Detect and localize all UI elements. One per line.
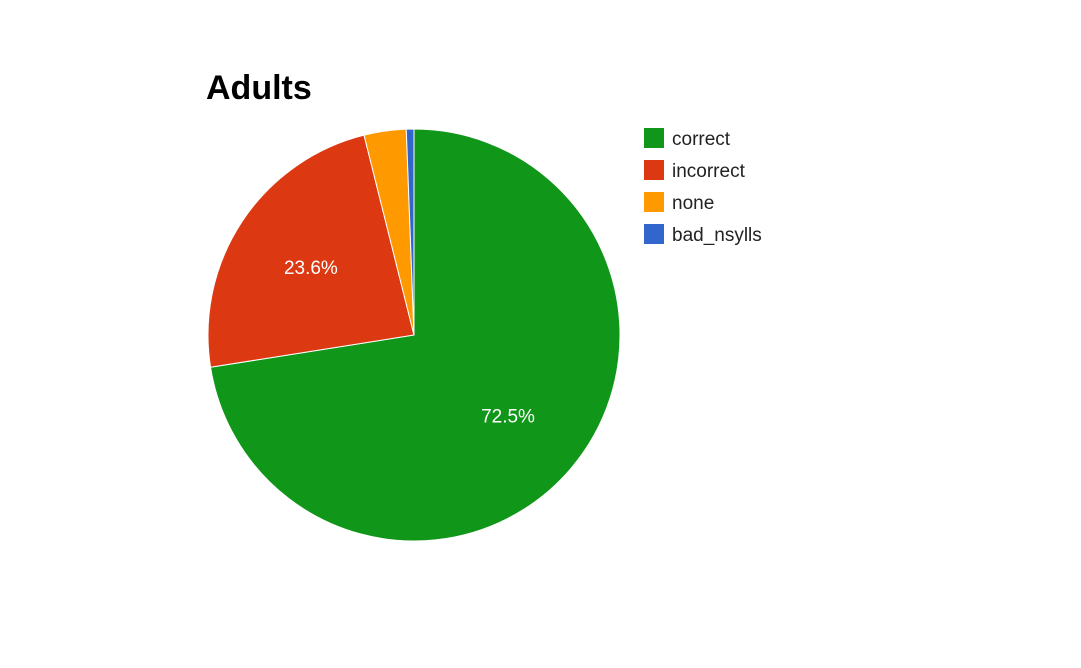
legend-label-bad-nsylls: bad_nsylls [672,225,762,246]
pie-slices [208,129,620,541]
legend: correct incorrect none bad_nsylls [644,128,762,246]
legend-label-none: none [672,193,714,214]
slice-label-correct: 72.5% [481,406,535,427]
legend-swatch-correct [644,128,664,148]
legend-label-incorrect: incorrect [672,161,746,182]
chart-title: Adults [206,69,312,107]
legend-swatch-incorrect [644,160,664,180]
legend-swatch-none [644,192,664,212]
slice-label-incorrect: 23.6% [284,258,338,279]
legend-swatch-bad-nsylls [644,224,664,244]
legend-label-correct: correct [672,129,731,150]
